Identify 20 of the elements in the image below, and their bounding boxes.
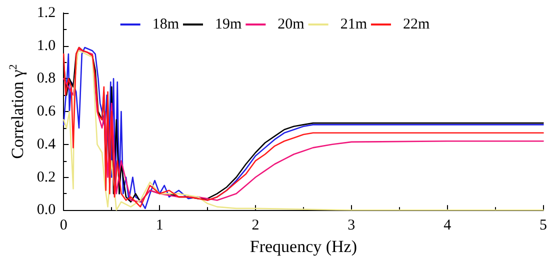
x-tick-label: 1 [156,218,164,234]
legend-label: 21m [340,16,368,32]
x-tick-label: 0 [60,218,68,234]
y-tick-label: 0.4 [36,136,56,152]
x-tick-label: 4 [444,218,452,234]
y-tick-label: 0.8 [36,70,56,87]
y-tick-label: 0.6 [36,104,56,120]
y-tick-label: 1.0 [36,38,56,54]
y-axis-title: Correlation γ2 [8,64,27,159]
y-tick-label: 0.0 [36,202,56,218]
legend-label: 19m [215,16,242,32]
x-axis-title: Frequency (Hz) [250,237,358,256]
y-tick-label: 0.2 [36,169,56,186]
legend-label: 22m [403,16,430,32]
x-tick-label: 3 [348,218,356,234]
legend-label: 20m [278,16,305,32]
x-tick-label: 2 [252,218,260,234]
legend-label: 18m [152,16,180,32]
x-tick-label: 5 [540,218,547,234]
y-tick-label: 1.2 [36,5,56,21]
